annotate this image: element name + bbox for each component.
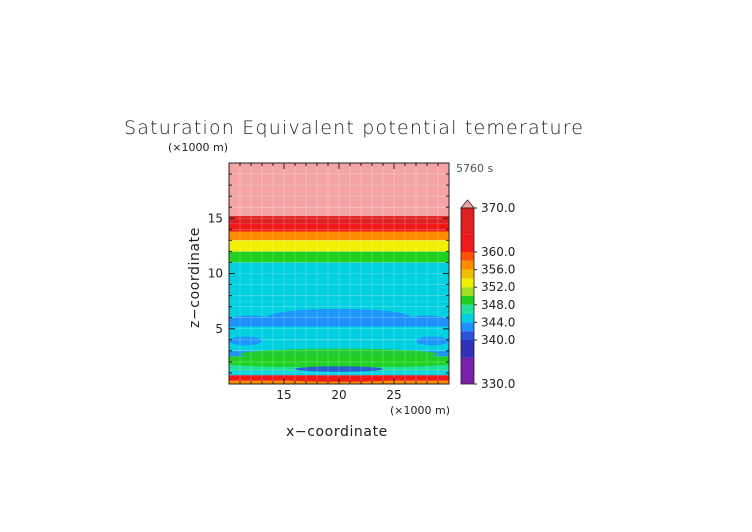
contour-band — [229, 370, 449, 376]
z-tick-label: 5 — [215, 322, 223, 336]
colorbar-label: 370.0 — [481, 201, 515, 215]
contour-band — [229, 251, 449, 263]
colorbar-segment — [461, 322, 474, 332]
contour-green-band — [229, 360, 449, 368]
colorbar-segment — [461, 252, 474, 261]
z-tick-label: 15 — [208, 211, 223, 225]
contour-band — [229, 240, 449, 252]
contour-band — [229, 279, 449, 302]
colorbar-extend-arrow — [460, 199, 475, 209]
colorbar-segment — [461, 278, 474, 288]
contour-green-arc — [240, 348, 438, 360]
chart-title: Saturation Equivalent potential temeratu… — [124, 117, 584, 139]
colorbar-segment — [461, 357, 474, 384]
colorbar-frame — [460, 207, 475, 385]
z-tick-label: 10 — [208, 267, 223, 281]
contour-blue-band-upper — [267, 308, 411, 326]
colorbar-segment — [461, 208, 474, 235]
axes: 15 20 25 5 10 15 — [208, 162, 450, 402]
colorbar-segment — [461, 234, 474, 252]
colorbar-segment — [461, 269, 474, 279]
colorbar-label: 344.0 — [481, 315, 515, 329]
y-unit-label: (×1000 m) — [168, 141, 228, 154]
grid — [229, 163, 449, 384]
colorbar-label: 352.0 — [481, 280, 515, 294]
colorbar-segment — [461, 340, 474, 358]
time-label: 5760 s — [456, 162, 493, 175]
x-tick-label: 20 — [331, 388, 346, 402]
x-axis-label: x−coordinate — [286, 424, 388, 440]
colorbar-segment — [461, 304, 474, 314]
contour-blue-lobe-right — [405, 315, 449, 327]
colorbar-segment — [461, 331, 474, 340]
colorbar-label: 340.0 — [481, 333, 515, 347]
colorbar-segment — [461, 313, 474, 323]
colorbar-label: 360.0 — [481, 245, 515, 259]
colorbar-label: 348.0 — [481, 298, 515, 312]
colorbar-label: 330.0 — [481, 377, 515, 391]
colorbar-segment — [461, 287, 474, 296]
contour-band — [229, 231, 449, 241]
contour-fills — [229, 163, 449, 384]
x-tick-label: 25 — [386, 388, 401, 402]
contour-plot-area — [229, 163, 449, 384]
y-axis-label: z−coordinate — [187, 227, 203, 328]
colorbar: 370.0 360.0 356.0 352.0 348.0 344.0 340.0 330.0 — [460, 199, 515, 391]
colorbar-segment — [461, 260, 474, 270]
contour-band — [229, 326, 449, 340]
colorbar-segment — [461, 296, 474, 305]
x-tick-label: 15 — [276, 388, 291, 402]
contour-band — [229, 339, 449, 351]
contour-band — [229, 163, 449, 208]
contour-blue-lobe-left — [229, 315, 273, 327]
colorbar-label: 356.0 — [481, 263, 515, 277]
x-unit-label: (×1000 m) — [390, 404, 450, 417]
contour-band — [229, 356, 449, 365]
contour-band — [229, 216, 449, 224]
contour-band — [229, 262, 449, 280]
contour-band — [229, 223, 449, 232]
contour-blue-band-lower-left — [229, 336, 262, 346]
contour-blue-core — [295, 366, 383, 372]
contour-blue-band-lower-right — [416, 336, 449, 346]
contour-band — [229, 207, 449, 217]
